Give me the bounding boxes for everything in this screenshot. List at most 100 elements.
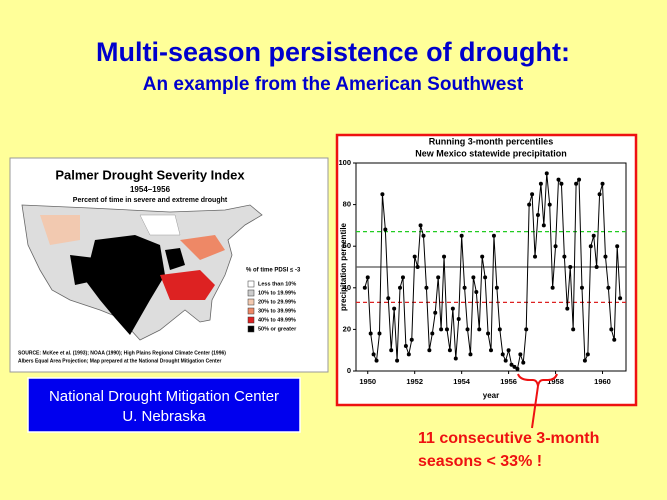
- data-point: [489, 348, 493, 353]
- map-source: Albers Equal Area Projection; Map prepar…: [18, 358, 222, 364]
- data-point: [447, 348, 452, 353]
- data-point: [603, 254, 608, 259]
- legend-swatch: [247, 289, 255, 297]
- map-title: Palmer Drought Severity Index: [55, 167, 245, 182]
- credit-text: National Drought Mitigation Center: [49, 388, 279, 405]
- data-point: [415, 265, 420, 269]
- data-point: [456, 317, 461, 321]
- data-point: [474, 289, 479, 294]
- data-point: [612, 337, 617, 342]
- data-point: [450, 306, 455, 311]
- data-point: [430, 331, 435, 336]
- map-subtitle: Percent of time in severe and extreme dr…: [73, 197, 228, 204]
- data-point: [524, 327, 529, 332]
- y-tick-label: 0: [347, 366, 351, 375]
- x-tick-label: 1958: [547, 377, 564, 386]
- arrow: [531, 385, 539, 429]
- data-point: [497, 327, 502, 332]
- data-point: [418, 223, 423, 228]
- data-point: [477, 327, 482, 332]
- data-point: [518, 352, 523, 357]
- data-point: [421, 233, 426, 238]
- legend-label: 10% to 19.99%: [258, 290, 296, 296]
- legend-label: 20% to 29.99%: [258, 299, 296, 305]
- data-point: [547, 202, 552, 207]
- data-point: [371, 352, 376, 357]
- data-point: [398, 285, 403, 290]
- data-point: [480, 254, 485, 259]
- data-point: [383, 227, 388, 232]
- y-tick-label: 20: [343, 324, 351, 333]
- data-point: [395, 358, 400, 363]
- data-point: [436, 275, 441, 280]
- data-point: [579, 285, 584, 290]
- data-point: [442, 254, 447, 259]
- data-point: [362, 285, 367, 290]
- us-map: [21, 204, 263, 341]
- data-point: [591, 233, 596, 238]
- data-point: [377, 331, 382, 336]
- data-point: [509, 362, 514, 367]
- data-point: [462, 285, 467, 290]
- data-point: [515, 366, 520, 371]
- x-tick-label: 1952: [406, 377, 423, 386]
- data-point: [400, 275, 405, 280]
- data-point: [433, 310, 438, 315]
- plot: 0 20 40 60 80 100 1950 1952 1954 1956 1958 1960: [338, 158, 627, 386]
- data-point: [585, 352, 590, 357]
- credit-box: [27, 377, 301, 433]
- annotation: seasons < 33% !: [418, 453, 542, 470]
- data-point: [365, 275, 370, 280]
- data-point: [406, 352, 411, 357]
- data-point: [483, 275, 488, 280]
- data-point: [615, 244, 620, 249]
- data-point: [503, 358, 508, 363]
- data-point: [556, 177, 561, 182]
- slide-subtitle: An example from the American Southwest: [143, 74, 524, 95]
- data-point: [553, 244, 558, 249]
- chart-panel: [335, 133, 638, 407]
- y-tick-label: 60: [343, 241, 351, 250]
- legend-swatch: [247, 316, 255, 324]
- data-point: [491, 233, 496, 238]
- data-point: [594, 265, 599, 269]
- y-tick-label: 40: [343, 283, 351, 292]
- data-point: [386, 296, 391, 301]
- data-point: [527, 202, 532, 207]
- data-point: [568, 265, 573, 269]
- map-legend: Less than 10% 10% to 19.99% 20% to 29.99% 3…: [247, 280, 297, 332]
- data-point: [368, 331, 373, 336]
- data-point: [409, 337, 414, 342]
- map-source: SOURCE: McKee et al. (1993); NOAA (1990)…: [18, 350, 226, 356]
- x-tick-label: 1950: [359, 377, 376, 386]
- annotation: 11 consecutive 3-month: [418, 430, 599, 447]
- y-tick-label: 100: [338, 158, 351, 167]
- slide-title: Multi-season persistence of drought:: [96, 37, 570, 67]
- data-point: [506, 348, 511, 353]
- data-point: [486, 331, 491, 336]
- data-point: [550, 285, 555, 290]
- data-point: [453, 356, 458, 361]
- legend-label: 30% to 39.99%: [258, 308, 296, 314]
- x-axis-label: year: [483, 391, 499, 400]
- data-point: [439, 327, 444, 332]
- legend-swatch: [247, 307, 255, 315]
- data-point: [582, 358, 587, 363]
- data-point: [538, 181, 543, 186]
- data-point: [535, 213, 540, 217]
- data-point: [380, 192, 385, 197]
- data-point: [471, 275, 476, 280]
- data-point: [597, 192, 602, 197]
- data-point: [374, 358, 379, 363]
- legend-label: 40% to 49.99%: [258, 317, 296, 323]
- data-point: [618, 296, 623, 301]
- data-point: [459, 233, 464, 238]
- map-legend-title: % of time PDSI ≤ -3: [246, 268, 301, 274]
- data-point: [606, 285, 611, 290]
- data-point: [512, 364, 517, 369]
- data-point: [574, 181, 579, 186]
- y-tick-label: 80: [343, 200, 351, 209]
- data-point: [562, 254, 567, 259]
